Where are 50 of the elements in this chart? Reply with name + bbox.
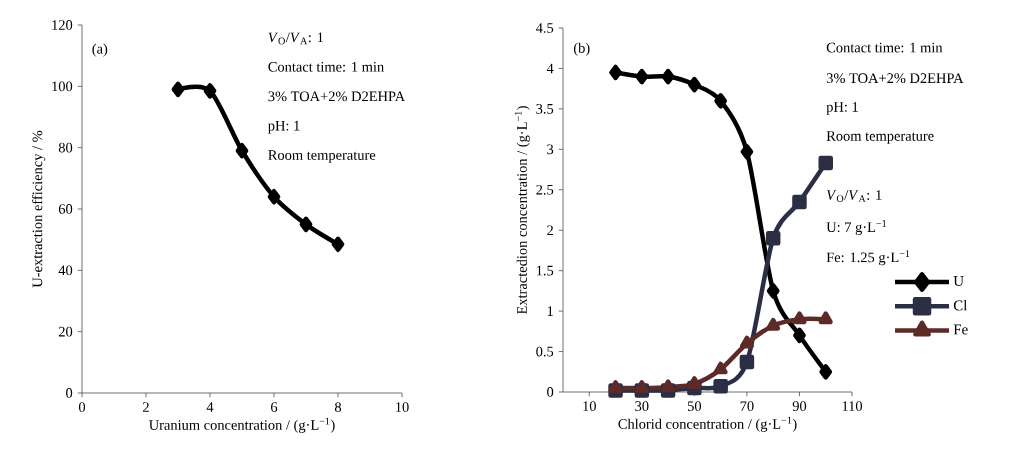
y-tick-label: 2: [547, 225, 553, 235]
y-tick-label: 4: [546, 63, 554, 74]
y-tick-label: 1.5: [536, 265, 554, 276]
x-axis-title: Uranium concentration / (g·L$^{−1}$): [149, 417, 335, 433]
y-tick-label: 80: [58, 142, 73, 153]
legend-label: U: [953, 276, 964, 286]
annotation: pH: 1: [268, 120, 300, 134]
annotation: (a): [92, 43, 108, 57]
y-axis-title: U-extraction efficiency / %: [31, 130, 46, 288]
legend-label: Cl: [953, 300, 968, 311]
y-tick-label: 40: [58, 265, 73, 276]
y-axis-title: Extractedion concentration / (g·L$^{−1}$): [514, 106, 530, 315]
annotation: U: 7 g·L$^{−1}$: [826, 220, 887, 236]
y-tick-label: 2.5: [536, 184, 554, 195]
annotation: Room temperature: [826, 131, 934, 144]
y-tick-label: 20: [58, 326, 73, 337]
annotation: pH: 1: [826, 102, 858, 115]
annotation: 3% TOA+2% D2EHPA: [826, 73, 964, 84]
x-tick-label: 70: [740, 401, 754, 412]
annotation: 3% TOA+2% D2EHPA: [268, 91, 406, 102]
x-tick-label: 6: [271, 402, 278, 412]
x-tick-label: 90: [792, 401, 807, 412]
x-tick-label: 0: [78, 402, 86, 413]
legend-label: Fe: [953, 324, 968, 335]
x-tick-label: 2: [143, 402, 149, 412]
x-tick-label: 110: [842, 401, 863, 412]
annotation: Contact time: 1 min: [826, 42, 943, 53]
y-tick-label: 1: [547, 306, 553, 316]
x-tick-label: 30: [635, 401, 649, 412]
y-tick-label: 0: [66, 388, 73, 398]
annotation: Room temperature: [268, 150, 376, 163]
annotation: Contact time: 1 min: [268, 62, 384, 72]
y-tick-label: 0: [547, 387, 554, 397]
annotation: V$_{O}$/V$_{A}$: 1: [826, 190, 882, 202]
y-tick-label: 4.5: [535, 23, 554, 33]
y-tick-label: 120: [52, 20, 73, 30]
x-tick-label: 4: [206, 402, 214, 412]
annotation: Fe: 1.25 g·L$^{−1}$: [826, 250, 910, 266]
y-tick-label: 100: [52, 81, 73, 92]
x-tick-label: 50: [687, 401, 702, 412]
x-axis-title: Chlorid concentration / (g·L$^{−1}$): [618, 416, 797, 432]
x-tick-label: 10: [396, 402, 409, 413]
y-tick-label: 3: [547, 144, 554, 155]
y-tick-label: 0.5: [536, 346, 554, 357]
x-tick-label: 8: [334, 402, 342, 413]
y-tick-label: 3.5: [536, 104, 554, 114]
x-tick-label: 10: [583, 401, 596, 412]
annotation: (b): [573, 42, 590, 56]
y-tick-label: 60: [58, 204, 73, 214]
annotation: V$_{O}$/V$_{A}$: 1: [268, 32, 324, 45]
